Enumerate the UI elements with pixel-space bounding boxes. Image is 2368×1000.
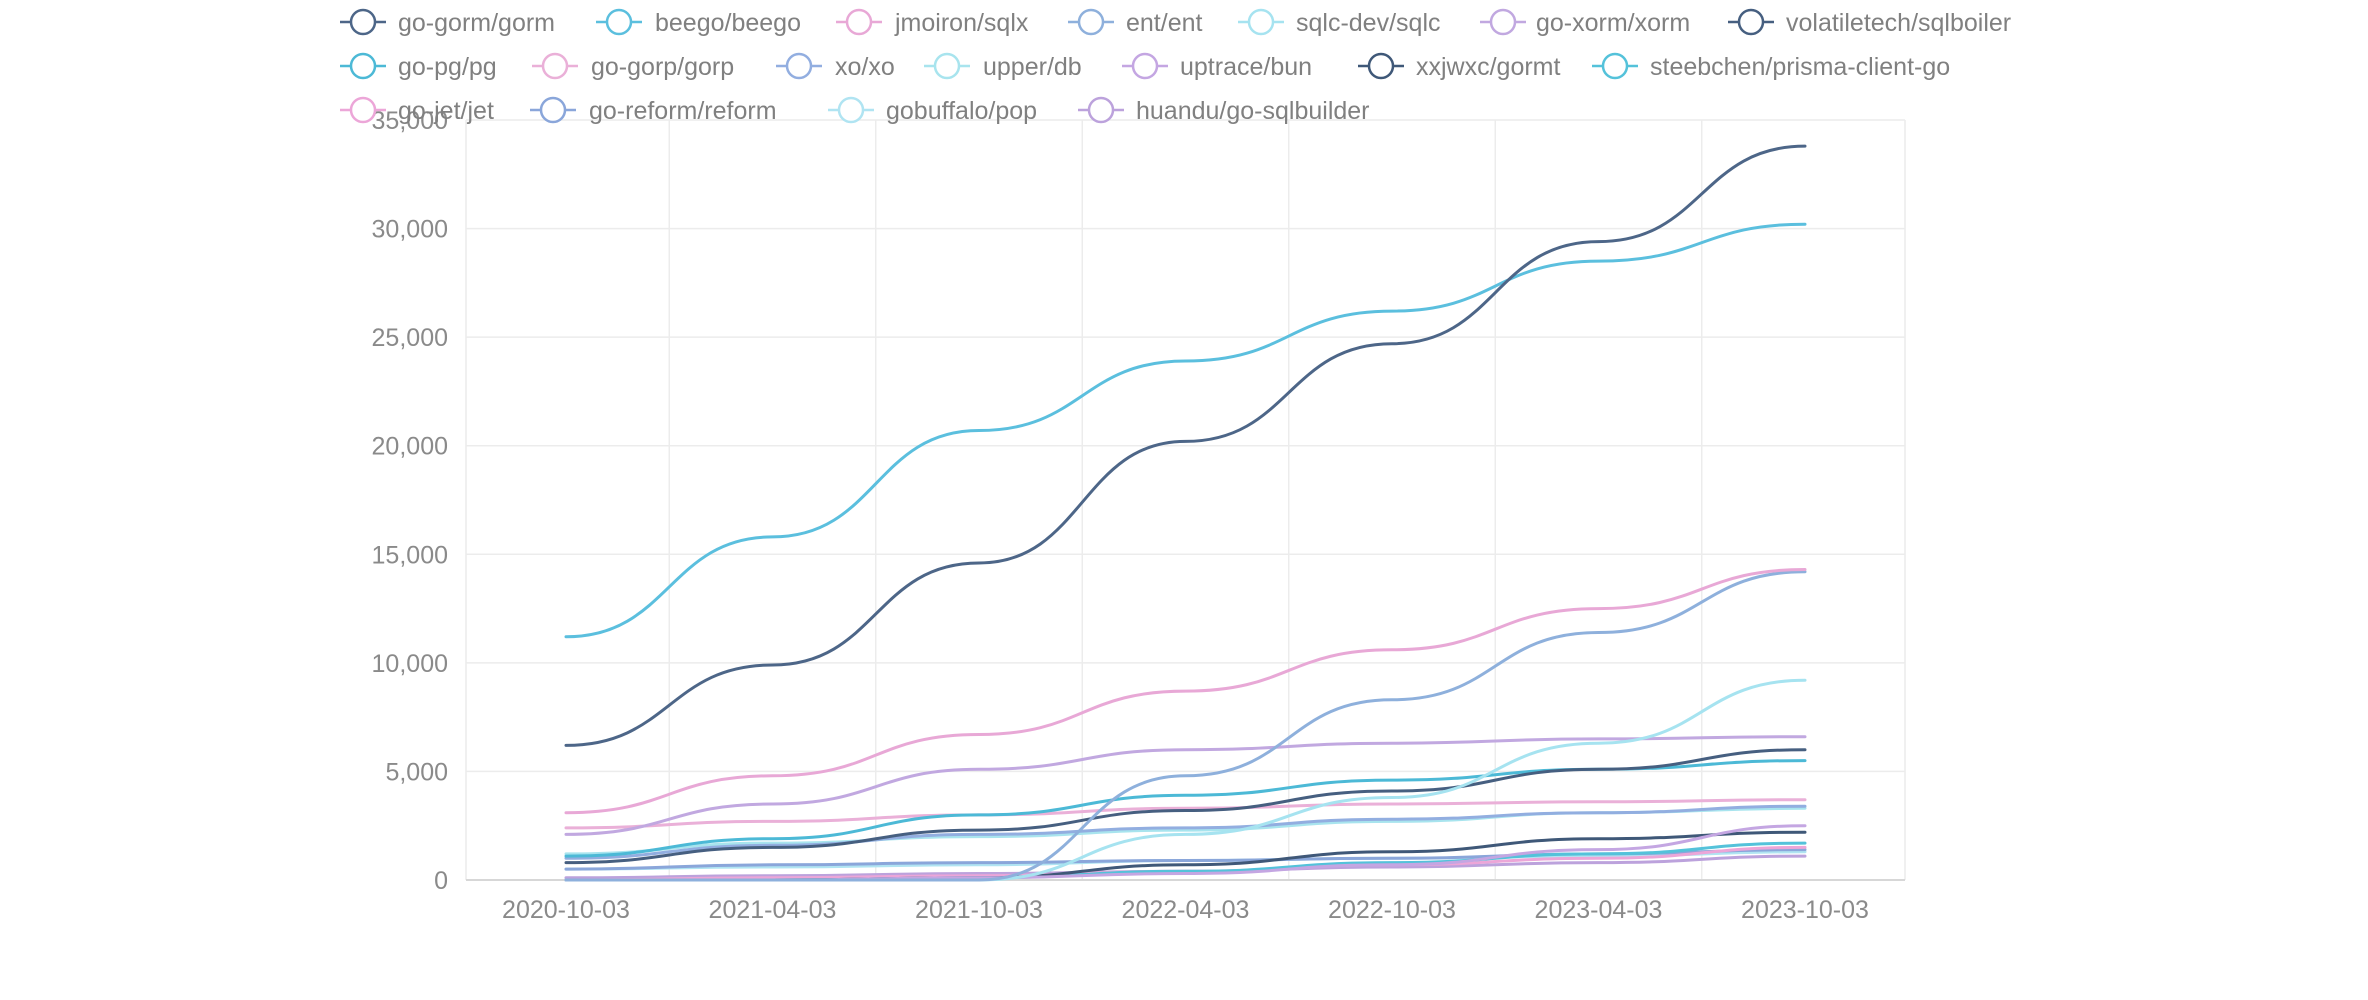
legend-label: ent/ent [1126,9,1203,37]
y-tick-label: 35,000 [372,107,448,135]
legend-label: xo/xo [835,53,895,81]
legend-label: jmoiron/sqlx [894,9,1029,37]
legend[interactable]: go-gorm/gorm beego/beego jmoiron/sqlx ent/e… [340,8,2011,125]
x-tick-label: 2023-04-03 [1535,896,1663,924]
legend-item-go-pg-pg[interactable]: go-pg/pg [340,52,497,81]
legend-item-jmoiron-sqlx[interactable]: jmoiron/sqlx [836,8,1029,37]
legend-circle-icon [349,52,377,80]
series-line-volatiletech-sqlboiler [564,748,1807,865]
legend-circle-icon [845,8,873,36]
legend-label: go-gorm/gorm [398,9,555,37]
legend-circle-icon [605,8,633,36]
x-tick-label: 2022-10-03 [1328,896,1456,924]
y-tick-label: 10,000 [372,650,448,678]
x-axis-tick-labels: 2020-10-03 2021-04-03 2021-10-03 2022-04-03… [502,896,1869,924]
legend-label: go-reform/reform [589,97,777,125]
legend-circle-icon [837,96,865,124]
series-line-beego-beego [564,222,1807,639]
legend-circle-icon [539,96,567,124]
legend-circle-icon [1087,96,1115,124]
series-line-go-gorm-gorm [564,144,1807,747]
x-tick-label: 2022-04-03 [1122,896,1250,924]
legend-circle-icon [1489,8,1517,36]
y-tick-label: 20,000 [372,433,448,461]
series-line-xo-xo [564,804,1807,860]
legend-item-upper-db[interactable]: upper/db [924,52,1082,81]
legend-label: sqlc-dev/sqlc [1296,9,1441,37]
grid-lines [465,119,1906,881]
series-line-go-gorp-gorp [564,798,1807,830]
legend-label: gobuffalo/pop [886,97,1037,125]
legend-label: go-xorm/xorm [1536,9,1690,37]
legend-item-xxjwxc-gormt[interactable]: xxjwxc/gormt [1358,52,1561,81]
legend-item-go-reform-reform[interactable]: go-reform/reform [530,96,777,125]
legend-circle-icon [1131,52,1159,80]
legend-circle-icon [541,52,569,80]
legend-circle-icon [349,96,377,124]
legend-label: volatiletech/sqlboiler [1786,9,2011,37]
x-tick-label: 2021-04-03 [709,896,837,924]
y-tick-label: 25,000 [372,324,448,352]
y-tick-label: 0 [434,867,448,895]
legend-circle-icon [933,52,961,80]
y-axis-tick-labels: 0 5,000 10,000 15,000 20,000 25,000 30,000 35,0… [372,107,448,895]
y-tick-label: 15,000 [372,541,448,569]
series-lines [564,144,1807,882]
legend-item-ent-ent[interactable]: ent/ent [1068,8,1203,37]
y-tick-label: 5,000 [385,758,448,786]
series-line-ent-ent [564,570,1807,882]
legend-circle-icon [785,52,813,80]
legend-label: upper/db [983,53,1082,81]
x-tick-label: 2020-10-03 [502,896,630,924]
legend-label: go-gorp/gorp [591,53,734,81]
legend-item-gobuffalo-pop[interactable]: gobuffalo/pop [828,96,1037,125]
legend-label: beego/beego [655,9,801,37]
legend-item-go-jet-jet[interactable]: go-jet/jet [340,96,494,125]
legend-item-xo-xo[interactable]: xo/xo [776,52,895,81]
legend-circle-icon [1737,8,1765,36]
series-line-go-xorm-xorm [564,735,1807,836]
legend-item-volatiletech-sqlboiler[interactable]: volatiletech/sqlboiler [1728,8,2011,37]
legend-circle-icon [1247,8,1275,36]
legend-label: uptrace/bun [1180,53,1312,81]
legend-item-go-xorm-xorm[interactable]: go-xorm/xorm [1480,8,1690,37]
legend-circle-icon [1077,8,1105,36]
legend-label: go-jet/jet [398,97,494,125]
legend-item-uptrace-bun[interactable]: uptrace/bun [1122,52,1312,81]
legend-item-steebchen-prisma-client-go[interactable]: steebchen/prisma-client-go [1592,52,1950,81]
legend-item-go-gorm-gorm[interactable]: go-gorm/gorm [340,8,555,37]
legend-circle-icon [349,8,377,36]
y-tick-label: 30,000 [372,216,448,244]
legend-item-sqlc-dev-sqlc[interactable]: sqlc-dev/sqlc [1238,8,1441,37]
series-line-jmoiron-sqlx [564,568,1807,815]
legend-circle-icon [1367,52,1395,80]
legend-item-huandu-go-sqlbuilder[interactable]: huandu/go-sqlbuilder [1078,96,1370,125]
legend-label: huandu/go-sqlbuilder [1136,97,1370,125]
x-tick-label: 2023-10-03 [1741,896,1869,924]
legend-item-go-gorp-gorp[interactable]: go-gorp/gorp [532,52,734,81]
legend-label: go-pg/pg [398,53,497,81]
legend-label: xxjwxc/gormt [1416,53,1561,81]
x-tick-label: 2021-10-03 [915,896,1043,924]
legend-item-beego-beego[interactable]: beego/beego [596,8,801,37]
legend-label: steebchen/prisma-client-go [1650,53,1950,81]
legend-circle-icon [1601,52,1629,80]
